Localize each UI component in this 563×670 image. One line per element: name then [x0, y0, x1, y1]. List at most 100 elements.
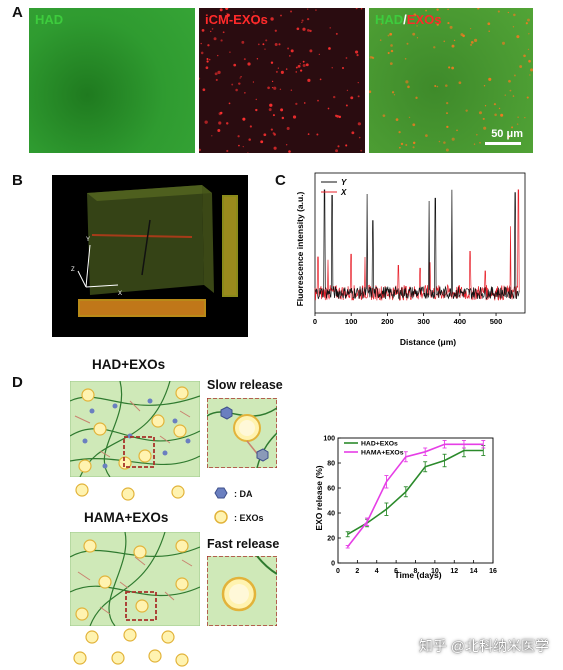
panel-d-letter: D	[12, 374, 23, 391]
exo-dot	[303, 102, 306, 104]
exo-dot	[470, 43, 473, 46]
exo-dot	[295, 71, 297, 73]
hama-exos-hydrogel-schematic	[70, 532, 200, 626]
exo-dot	[307, 8, 309, 10]
exo-dot	[296, 27, 300, 31]
exo-dot	[477, 8, 480, 10]
exo-dot	[274, 29, 277, 32]
exo-dot	[307, 78, 311, 82]
d-y-tick-label: 80	[327, 461, 335, 468]
exo-dot	[309, 49, 313, 53]
d-x-tick-label: 12	[450, 568, 458, 575]
c-x-axis-label: Distance (μm)	[400, 337, 456, 347]
exo-dot	[335, 32, 338, 35]
exo-dot	[275, 70, 278, 73]
c-x-tick-label: 200	[381, 317, 394, 326]
exo-dot	[290, 89, 293, 91]
exo-dot	[379, 39, 382, 41]
exo-dot	[390, 49, 394, 53]
exo-dot	[357, 122, 361, 126]
exo-dot	[220, 111, 223, 115]
exo-dot	[528, 59, 531, 63]
exo-dot	[356, 54, 359, 57]
exo-dot	[226, 13, 230, 17]
exo-dot	[252, 81, 255, 83]
exo-dot	[527, 48, 530, 51]
exo-dot	[242, 146, 244, 148]
panel-b-letter: B	[12, 172, 23, 189]
axis-y-label: Y	[86, 237, 90, 243]
exo-dot	[331, 67, 333, 69]
exo-dot	[215, 78, 218, 82]
hexagon-icon	[214, 487, 228, 499]
exo-dot	[516, 123, 519, 125]
exo-dot	[516, 35, 520, 39]
exo-dot	[488, 30, 490, 32]
exo-dot	[443, 40, 446, 43]
exo-dot	[255, 98, 257, 101]
exo-dot	[398, 130, 401, 134]
exo-dot	[226, 149, 229, 153]
fast-release-label: Fast release	[207, 537, 280, 551]
exo-dot	[504, 94, 506, 96]
c-series-x-line	[314, 189, 520, 301]
exo-dot	[405, 144, 408, 146]
exo-dot	[270, 17, 274, 21]
exo-dot	[268, 108, 272, 112]
d-legend-label: HAD+EXOs	[361, 441, 398, 448]
exo-dot	[280, 70, 284, 74]
exo-dot	[507, 11, 509, 14]
micrograph-exos-label: iCM-EXOs	[205, 12, 268, 27]
exo-dot	[446, 125, 449, 129]
exo-dot	[474, 38, 478, 42]
exo-dot	[290, 49, 294, 53]
exo-dot	[530, 68, 533, 72]
panel-a-letter: A	[12, 4, 23, 21]
exo-dot	[240, 76, 242, 78]
exo-dot	[357, 81, 359, 84]
exo-dots-merge	[369, 8, 533, 152]
d-x-tick-label: 6	[394, 568, 398, 575]
c-legend-label: Y	[341, 178, 347, 187]
exo-dot	[524, 116, 526, 119]
had-exos-hydrogel-schematic	[70, 381, 200, 477]
d-y-axis-label: EXO release (%)	[314, 465, 324, 530]
exo-dot	[438, 17, 441, 19]
exo-dot	[453, 39, 456, 42]
d-y-tick-label: 60	[327, 486, 335, 493]
exo-dot	[225, 8, 229, 10]
exo-dot	[351, 131, 355, 135]
exo-dot	[264, 48, 266, 50]
exo-dot	[358, 136, 361, 139]
exo-dot	[302, 63, 306, 67]
exo-dot	[412, 32, 416, 36]
exo-dot	[254, 21, 257, 25]
scale-bar-label: 50 μm	[491, 128, 523, 140]
exo-dot	[229, 51, 231, 53]
exo-dot	[478, 111, 482, 115]
exo-dot	[253, 11, 255, 13]
exo-dot	[278, 43, 281, 46]
exo-dot	[338, 115, 342, 119]
exo-dot	[243, 58, 246, 61]
exo-dot	[494, 113, 497, 117]
exo-dot	[288, 150, 291, 153]
micrograph-had-label: HAD	[35, 12, 64, 27]
exo-dot	[408, 116, 411, 119]
exo-dot	[434, 85, 437, 87]
exo-dot	[290, 10, 293, 13]
exo-dot	[438, 140, 441, 143]
exo-dot	[317, 99, 319, 102]
exo-dot	[307, 29, 310, 32]
exo-dot	[517, 116, 519, 118]
exo-dot	[242, 117, 246, 121]
exo-dot	[272, 114, 275, 117]
exo-dot	[217, 70, 221, 75]
exo-dot	[479, 141, 481, 144]
micrograph-merge-label: HAD/EXOs	[375, 12, 442, 27]
exo-dot	[451, 44, 455, 48]
exo-dot	[445, 84, 448, 87]
exo-dot	[205, 66, 209, 70]
had-exos-title: HAD+EXOs	[92, 357, 166, 372]
exo-dot	[257, 43, 260, 46]
